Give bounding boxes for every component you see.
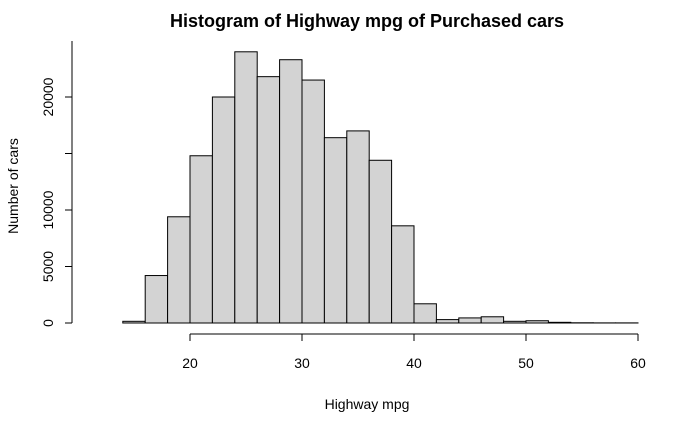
chart-title: Histogram of Highway mpg of Purchased ca… xyxy=(170,11,564,31)
x-axis-ticks: 20 30 40 50 60 xyxy=(182,334,646,371)
histogram-bar xyxy=(525,320,549,324)
y-tick-label: 10000 xyxy=(40,190,56,229)
histogram-bar xyxy=(256,76,281,324)
histogram-bar xyxy=(189,155,213,324)
histogram-bar xyxy=(279,59,303,324)
histogram-bar xyxy=(368,159,393,324)
histogram-bar xyxy=(413,303,437,324)
x-tick-label: 20 xyxy=(182,355,198,371)
y-tick-label: 20000 xyxy=(40,77,56,116)
bars-group xyxy=(122,51,639,324)
histogram-bar xyxy=(503,320,527,324)
x-tick-label: 50 xyxy=(518,355,534,371)
histogram-bar xyxy=(391,225,415,324)
y-axis-label: Number of cars xyxy=(5,138,21,234)
histogram-bar xyxy=(167,216,191,324)
y-tick-label: 0 xyxy=(40,319,56,327)
x-tick-label: 30 xyxy=(294,355,310,371)
x-tick-label: 40 xyxy=(406,355,422,371)
y-axis-ticks: 0 5000 10000 20000 xyxy=(40,77,72,327)
x-tick-label: 60 xyxy=(630,355,646,371)
histogram-bar xyxy=(234,51,258,324)
histogram-bar xyxy=(458,317,482,324)
histogram-bar xyxy=(301,79,325,324)
y-tick-label: 5000 xyxy=(40,251,56,282)
histogram-bar xyxy=(211,96,236,324)
histogram-bar xyxy=(480,316,505,324)
histogram-bar xyxy=(435,319,460,324)
histogram-bar xyxy=(144,275,169,324)
histogram-bar xyxy=(323,137,348,324)
histogram-bar xyxy=(547,321,572,324)
x-axis-label: Highway mpg xyxy=(325,396,410,412)
histogram-bar xyxy=(122,320,146,324)
histogram-bar xyxy=(346,130,370,324)
